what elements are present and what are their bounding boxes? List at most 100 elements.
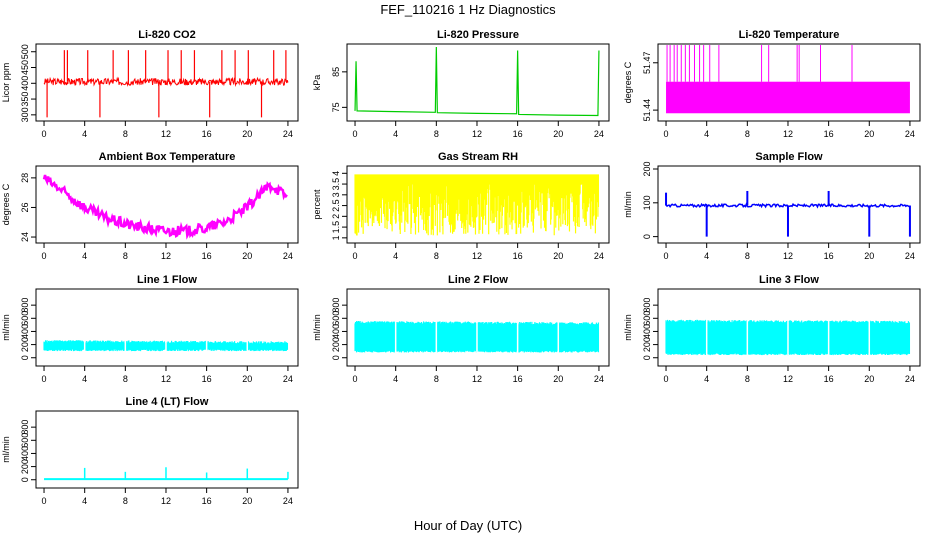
x-tick-label: 24 [905,251,915,261]
y-tick-label: 26 [20,202,30,212]
data-line [354,46,600,117]
plot-frame [657,288,921,367]
x-tick-label: 12 [783,251,793,261]
x-tick-label: 4 [82,374,87,384]
plot-frame [35,288,299,367]
x-tick-label: 16 [202,129,212,139]
y-tick-label: 800 [20,420,30,435]
panel-title: Line 1 Flow [137,274,197,286]
x-tick-label: 16 [824,374,834,384]
y-tick-label: 400 [642,324,652,339]
y-tick-label: 600 [20,311,30,326]
y-tick-label: 4 [331,171,341,176]
x-tick-label: 20 [242,374,252,384]
x-tick-label: 24 [905,374,915,384]
x-tick-label: 12 [161,374,171,384]
x-tick-label: 16 [824,129,834,139]
x-tick-label: 4 [704,374,709,384]
y-tick-label: 400 [20,446,30,461]
panel-title: Line 2 Flow [448,274,508,286]
y-tick-label: 0 [20,355,30,360]
plot-frame [657,165,921,244]
y-axis-label: Licor ppm [1,63,11,103]
y-tick-label: 600 [331,311,341,326]
x-tick-label: 16 [513,251,523,261]
x-tick-label: 20 [553,129,563,139]
panel-title: Li-820 Pressure [437,29,519,41]
x-tick-label: 8 [123,374,128,384]
x-tick-label: 8 [745,129,750,139]
plot-frame [35,43,299,122]
x-tick-label: 4 [82,129,87,139]
x-tick-label: 8 [434,129,439,139]
y-tick-label: 0 [331,355,341,360]
y-tick-label: 3 [331,192,341,197]
y-tick-label: 200 [642,337,652,352]
x-tick-label: 4 [393,251,398,261]
x-tick-label: 12 [783,129,793,139]
x-tick-label: 20 [864,129,874,139]
x-tick-label: 12 [472,251,482,261]
y-tick-label: 1.5 [331,221,341,234]
x-tick-label: 0 [42,374,47,384]
x-tick-label: 24 [594,374,604,384]
x-tick-label: 8 [745,251,750,261]
panel-6: Sample Flow 0 4 8 12 16 20 24 0 100 200 ml/min [623,151,921,261]
x-tick-label: 20 [864,374,874,384]
sample-flow-line [665,202,910,209]
x-tick-label: 8 [123,129,128,139]
x-tick-label: 24 [905,129,915,139]
y-tick-label: 51.47 [642,52,652,75]
panel-4: Ambient Box Temperature 0 4 8 12 16 20 24 24 26 28… [1,151,299,261]
x-tick-label: 4 [393,374,398,384]
x-tick-label: 8 [123,496,128,506]
x-tick-label: 0 [42,496,47,506]
y-tick-label: 200 [331,337,341,352]
plot-frame [346,288,610,367]
x-tick-label: 24 [283,374,293,384]
x-tick-label: 24 [594,251,604,261]
plot-frame [35,410,299,489]
x-tick-label: 0 [664,251,669,261]
x-tick-label: 20 [553,251,563,261]
y-tick-label: 450 [20,60,30,75]
x-tick-label: 0 [353,374,358,384]
y-tick-label: 28 [20,173,30,183]
temp-band [666,81,910,114]
panel-title: Line 4 (LT) Flow [126,396,209,408]
x-tick-label: 16 [513,374,523,384]
x-tick-label: 20 [553,374,563,384]
figure-title: FEF_110216 1 Hz Diagnostics [380,2,556,17]
y-tick-label: 400 [20,76,30,91]
x-tick-label: 16 [513,129,523,139]
x-tick-label: 8 [434,251,439,261]
x-tick-label: 20 [242,496,252,506]
x-tick-label: 0 [353,129,358,139]
panel-3: Li-820 Temperature 0 4 8 12 16 20 24 51.44 51.47 d… [623,29,921,139]
x-tick-label: 20 [242,251,252,261]
panel-2: Li-820 Pressure 0 4 8 12 16 20 24 75 85 kPa [312,29,610,139]
plot-frame [35,165,299,244]
x-tick-label: 0 [664,129,669,139]
y-tick-label: 200 [20,337,30,352]
x-tick-label: 12 [161,251,171,261]
co2-line [43,76,289,87]
plot-frame [657,43,921,122]
x-tick-label: 12 [161,129,171,139]
y-tick-label: 51.44 [642,99,652,122]
x-tick-label: 4 [82,251,87,261]
panel-10: Line 4 (LT) Flow 0 4 8 12 16 20 24 0 200400600800… [1,396,299,506]
x-tick-label: 4 [393,129,398,139]
x-tick-label: 4 [704,251,709,261]
x-tick-label: 20 [242,129,252,139]
y-tick-label: 200 [642,161,652,176]
panel-title: Ambient Box Temperature [99,151,236,163]
plot-frame [346,165,610,244]
x-tick-label: 24 [594,129,604,139]
x-tick-label: 20 [864,251,874,261]
x-tick-label: 4 [82,496,87,506]
panel-title: Gas Stream RH [438,151,518,163]
y-tick-label: 75 [331,102,341,112]
